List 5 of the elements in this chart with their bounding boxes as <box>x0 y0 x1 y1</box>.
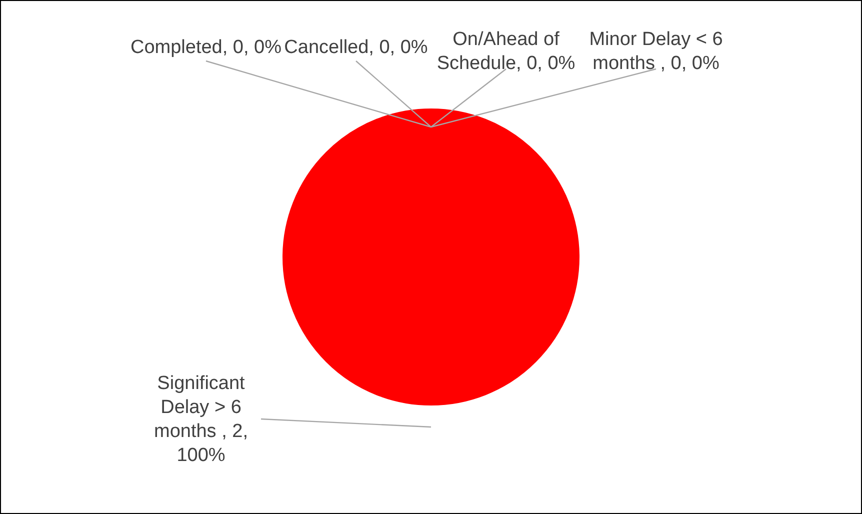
category-label: Cancelled, 0, 0% <box>284 37 428 58</box>
category-label: Completed, 0, 0% <box>130 37 282 58</box>
category-label: Minor Delay < 6 months , 0, 0% <box>589 29 723 74</box>
category-label: On/Ahead of Schedule, 0, 0% <box>436 29 576 74</box>
slice-label: Significant Delay > 6 months , 2, 100% <box>154 373 248 466</box>
